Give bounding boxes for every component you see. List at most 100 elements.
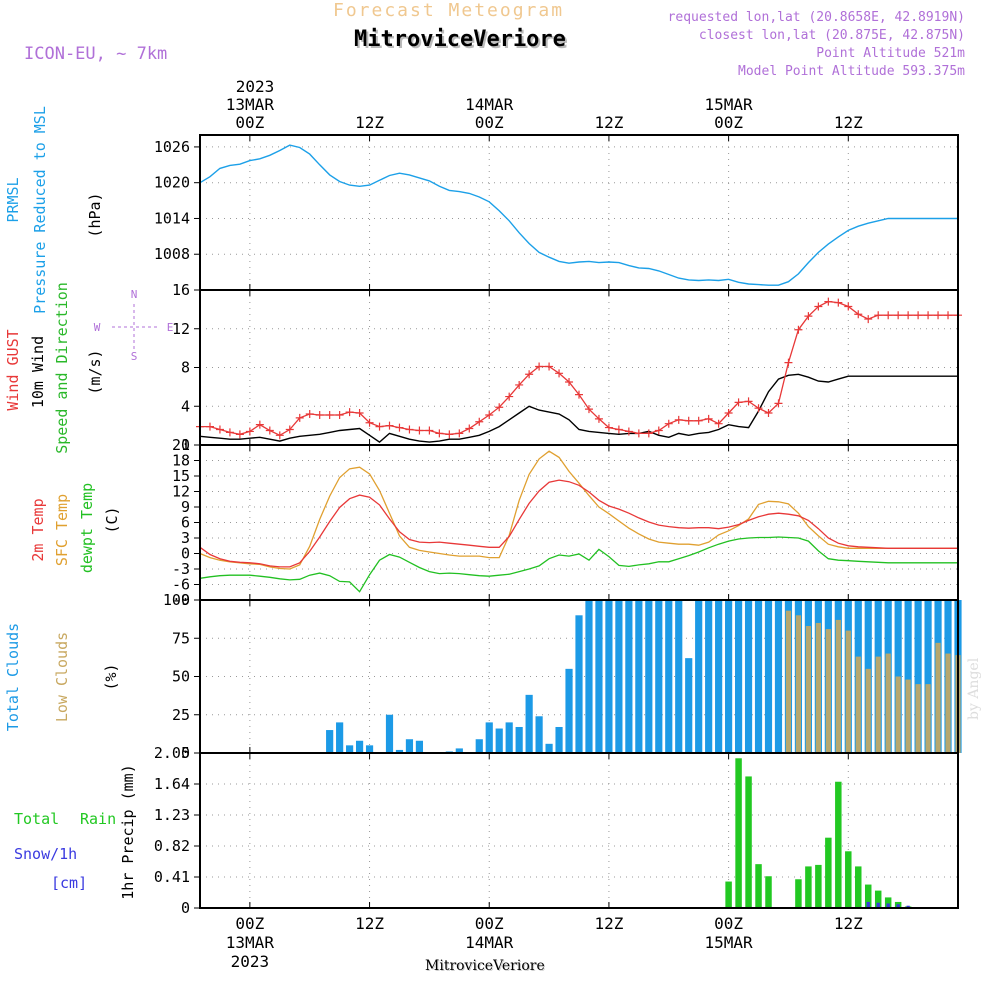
- gust-marker: [834, 298, 843, 307]
- rain-bar: [825, 837, 832, 908]
- gust-marker: [634, 429, 643, 438]
- gust-marker: [604, 423, 613, 432]
- low-cloud-bar: [805, 626, 811, 753]
- gust-marker: [764, 409, 773, 418]
- y-tick-label: 1.64: [154, 775, 190, 793]
- rain-bar: [835, 781, 842, 908]
- gust-marker: [934, 311, 943, 320]
- gust-marker: [614, 425, 623, 434]
- gust-marker: [774, 399, 783, 408]
- t2m-line: [199, 479, 958, 568]
- bottom-time-label: 12Z: [594, 914, 623, 933]
- low-cloud-bar: [845, 630, 851, 753]
- total-cloud-bar: [635, 600, 643, 753]
- snow-bar: [876, 902, 880, 908]
- compass-north-label: N: [131, 288, 138, 301]
- y-tick-label: 12: [172, 483, 190, 501]
- snow-bar: [886, 903, 890, 908]
- gust-marker: [265, 426, 274, 435]
- total-cloud-bar: [395, 749, 404, 753]
- bottom-date-label: 15MAR: [705, 933, 754, 952]
- low-cloud-bar: [825, 629, 831, 753]
- gust-marker: [594, 414, 603, 423]
- low-cloud-label: Low Clouds: [53, 632, 71, 722]
- y-tick-label: 21: [172, 436, 190, 454]
- gust-marker: [235, 430, 244, 439]
- total-cloud-bar: [754, 600, 763, 753]
- top-time-label: 12Z: [834, 113, 863, 132]
- gust-marker: [854, 310, 863, 319]
- temp-2m-label: 2m Temp: [29, 498, 47, 561]
- total-cloud-bar: [545, 743, 553, 753]
- total-cloud-bar: [475, 739, 483, 753]
- rain-label-b: Rain: [80, 810, 116, 828]
- wind-speed-line: [199, 373, 958, 443]
- gust-marker: [205, 422, 214, 431]
- rain-bar: [745, 776, 752, 908]
- y-tick-label: 50: [172, 668, 190, 686]
- total-cloud-bar: [385, 714, 394, 753]
- gust-marker: [824, 297, 833, 306]
- low-cloud-bar: [895, 676, 901, 753]
- total-cloud-bar: [355, 740, 364, 753]
- temp-unit: (C): [103, 506, 121, 533]
- gust-marker: [515, 380, 524, 389]
- rain-bar: [725, 881, 732, 908]
- precip-unit: 1hr Precip (mm): [119, 764, 137, 899]
- compass-east-label: E: [167, 321, 174, 334]
- rain-bar: [765, 876, 772, 908]
- wind-speed-dir-label: Speed and Direction: [53, 282, 71, 454]
- low-cloud-bar: [785, 610, 792, 753]
- top-time-label: 12Z: [594, 113, 623, 132]
- total-cloud-bar: [725, 600, 733, 753]
- y-tick-label: 2.05: [154, 744, 190, 762]
- bottom-time-label: 00Z: [714, 914, 743, 933]
- top-time-label: 00Z: [235, 113, 264, 132]
- gust-marker: [325, 410, 334, 419]
- gust-marker: [914, 311, 923, 320]
- total-cloud-bar: [346, 745, 354, 753]
- gust-marker: [555, 369, 564, 378]
- gust-marker: [375, 422, 384, 431]
- pressure-label-1: PRMSL: [4, 177, 22, 222]
- gust-marker: [814, 302, 823, 311]
- rain-bar: [735, 758, 742, 908]
- gust-marker: [225, 428, 234, 437]
- low-cloud-bar: [905, 679, 911, 753]
- total-cloud-bar: [535, 716, 543, 753]
- footer-station: MitroviceVeriore: [425, 958, 545, 974]
- y-tick-label: 0: [181, 899, 190, 917]
- panel-frame: [199, 752, 959, 909]
- gust-marker: [335, 410, 344, 419]
- rain-bar: [795, 879, 802, 908]
- gust-marker: [505, 392, 514, 401]
- total-cloud-bar: [505, 722, 513, 753]
- top-date-label: 13MAR: [226, 95, 275, 114]
- gust-marker: [575, 390, 583, 399]
- gust-marker: [405, 425, 414, 434]
- y-tick-label: 4: [181, 397, 190, 415]
- gust-marker: [285, 425, 294, 434]
- compass-rose-icon: [112, 304, 158, 352]
- total-cloud-bar: [774, 600, 783, 753]
- gust-marker: [754, 404, 763, 413]
- total-cloud-bar: [525, 694, 533, 753]
- gust-marker: [704, 414, 713, 423]
- y-tick-label: 1008: [154, 245, 190, 263]
- gust-marker: [495, 403, 504, 412]
- total-cloud-bar: [695, 600, 703, 753]
- rain-bar: [884, 897, 892, 908]
- total-cloud-bar: [605, 600, 613, 753]
- total-cloud-bar: [665, 600, 673, 753]
- rain-bar: [855, 866, 862, 908]
- y-tick-label: 16: [172, 281, 190, 299]
- y-tick-label: -3: [172, 560, 190, 578]
- gust-marker: [644, 429, 653, 438]
- low-cloud-bar: [925, 684, 931, 753]
- snow-unit-label: [cm]: [51, 874, 87, 892]
- gust-marker: [245, 427, 254, 436]
- y-tick-label: 75: [172, 629, 190, 647]
- y-tick-label: 1026: [154, 138, 190, 156]
- gust-marker: [545, 362, 554, 371]
- wind-gust-line: [200, 300, 958, 437]
